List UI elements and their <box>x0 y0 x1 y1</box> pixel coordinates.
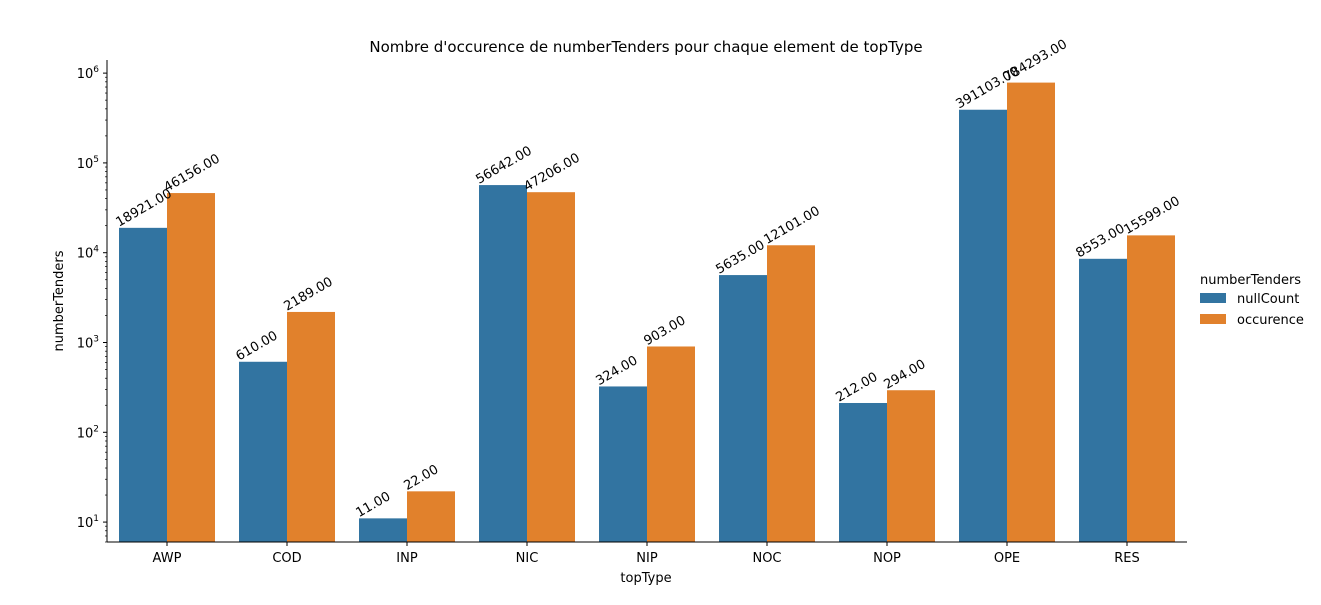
bar-occurence-OPE <box>1007 82 1055 542</box>
y-tick-label: 106 <box>77 65 100 82</box>
bar-occurence-NOC <box>767 245 815 542</box>
x-tick-label: OPE <box>994 551 1020 566</box>
bar-value-label: 784293.00 <box>1002 37 1070 85</box>
bar-nullCount-NOC <box>719 275 767 542</box>
bar-value-label: 212.00 <box>834 370 881 406</box>
bar-nullCount-NIC <box>479 185 527 542</box>
bar-value-label: 903.00 <box>642 313 689 349</box>
bar-value-label: 11.00 <box>354 489 394 521</box>
bar-nullCount-RES <box>1079 258 1127 542</box>
bar-occurence-AWP <box>167 193 215 542</box>
x-tick-label: INP <box>396 551 418 566</box>
bar-value-label: 8553.00 <box>1074 221 1128 261</box>
x-tick-label: COD <box>272 551 301 566</box>
bar-occurence-NOP <box>887 390 935 542</box>
bar-value-label: 5635.00 <box>714 238 768 278</box>
bar-nullCount-NIP <box>599 386 647 542</box>
legend-swatch-occurence <box>1200 314 1226 324</box>
bar-nullCount-AWP <box>119 227 167 542</box>
bar-nullCount-OPE <box>959 109 1007 542</box>
x-tick-label: NIC <box>516 551 539 566</box>
bar-value-label: 610.00 <box>234 328 281 364</box>
y-tick-label: 105 <box>77 155 99 172</box>
legend-title: numberTenders <box>1200 273 1301 288</box>
bar-value-label: 46156.00 <box>162 152 223 196</box>
x-tick-label: RES <box>1114 551 1140 566</box>
bar-occurence-RES <box>1127 235 1175 542</box>
y-tick-label: 101 <box>77 514 99 531</box>
x-tick-label: NOP <box>873 551 901 566</box>
legend-entries: nullCount occurence <box>1200 292 1304 328</box>
bar-value-label: 22.00 <box>402 462 442 494</box>
bars-group <box>119 82 1175 542</box>
y-tick-label: 103 <box>77 334 99 351</box>
bar-value-label: 12101.00 <box>762 204 823 248</box>
x-axis-label: topType <box>620 571 671 586</box>
bar-occurence-NIP <box>647 346 695 542</box>
y-axis-label: numberTenders <box>52 250 67 351</box>
bar-value-label: 294.00 <box>882 357 929 393</box>
bar-occurence-INP <box>407 491 455 542</box>
bar-value-label: 15599.00 <box>1122 194 1183 238</box>
x-axis-ticks: AWP COD INP NIC NIP NOC NOP OPE RES <box>153 542 1140 566</box>
bar-nullCount-NOP <box>839 402 887 542</box>
legend-swatch-nullCount <box>1200 293 1226 303</box>
bar-value-label: 324.00 <box>594 353 641 389</box>
y-tick-label: 104 <box>77 245 100 262</box>
legend: numberTenders nullCount occurence <box>1200 273 1304 328</box>
y-axis-ticks: 101 102 103 104 105 106 <box>77 65 107 543</box>
bar-value-label: 18921.00 <box>114 186 175 230</box>
y-tick-label: 102 <box>77 424 99 441</box>
chart-title: Nombre d'occurence de numberTenders pour… <box>369 38 922 56</box>
bar-occurence-NIC <box>527 192 575 542</box>
bar-occurence-COD <box>287 311 335 542</box>
x-tick-label: NIP <box>636 551 658 566</box>
bar-nullCount-INP <box>359 518 407 542</box>
legend-label-occurence: occurence <box>1237 313 1304 328</box>
x-tick-label: AWP <box>153 551 182 566</box>
legend-label-nullCount: nullCount <box>1237 292 1299 307</box>
bar-value-label: 2189.00 <box>282 275 336 315</box>
bar-nullCount-COD <box>239 361 287 542</box>
x-tick-label: NOC <box>752 551 781 566</box>
